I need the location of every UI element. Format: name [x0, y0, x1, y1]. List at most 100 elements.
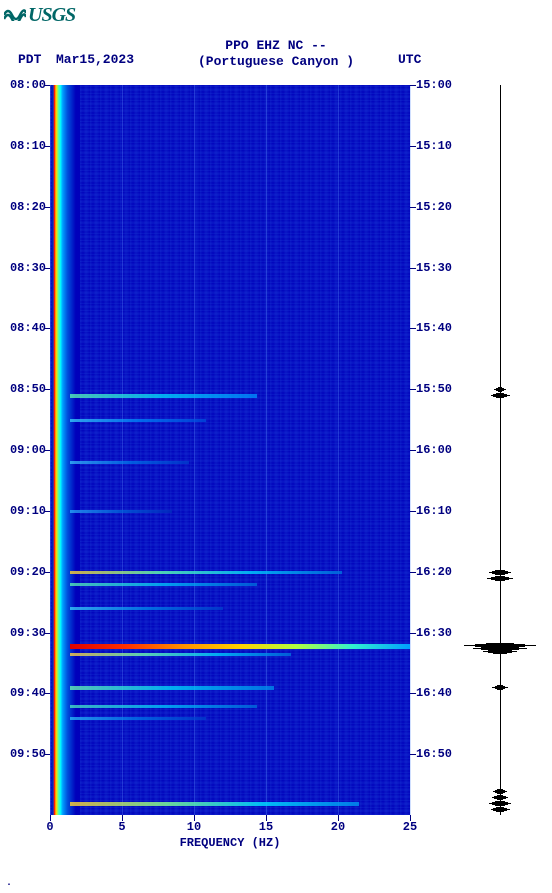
x-tick-mark [194, 815, 195, 821]
right-tz-label: UTC [398, 52, 421, 67]
x-tick-mark [122, 815, 123, 821]
y-tick-mark [44, 693, 50, 694]
y-tick-mark [44, 389, 50, 390]
trace-spike [497, 689, 503, 690]
seismic-event [70, 571, 342, 575]
trace-spike [498, 387, 503, 388]
y-tick-mark [410, 511, 416, 512]
seismic-event [70, 461, 189, 464]
gridline [338, 85, 339, 815]
trace-spike [486, 643, 515, 644]
trace-spike [481, 647, 518, 648]
y-tick-mark [410, 389, 416, 390]
seismic-event [70, 644, 410, 649]
y-left-label: 09:50 [2, 747, 46, 761]
usgs-logo: USGS [4, 4, 75, 27]
y-tick-mark [410, 572, 416, 573]
logo-text: USGS [28, 4, 75, 26]
trace-spike [492, 571, 508, 572]
y-right-label: 16:30 [416, 626, 452, 640]
trace-spike [493, 653, 507, 654]
trace-spike [491, 577, 510, 578]
y-tick-mark [410, 450, 416, 451]
y-tick-mark [44, 268, 50, 269]
y-tick-mark [44, 85, 50, 86]
trace-spike [495, 686, 506, 687]
trace-spike [496, 393, 504, 394]
trace-spike [495, 570, 504, 571]
x-tick-mark [410, 815, 411, 821]
y-left-label: 08:50 [2, 382, 46, 396]
y-left-label: 08:40 [2, 321, 46, 335]
seismic-event [70, 510, 172, 513]
trace-spike [496, 388, 504, 389]
trace-spike [497, 799, 504, 800]
y-tick-mark [44, 207, 50, 208]
seismic-event [70, 607, 223, 610]
trace-spike [495, 801, 504, 802]
y-tick-mark [44, 146, 50, 147]
y-right-label: 15:40 [416, 321, 452, 335]
trace-spike [497, 793, 502, 794]
trace-baseline [500, 85, 501, 815]
footer-mark: . [6, 878, 12, 889]
y-tick-mark [410, 693, 416, 694]
y-tick-mark [410, 633, 416, 634]
y-left-label: 09:00 [2, 443, 46, 457]
trace-spike [489, 646, 510, 647]
y-left-label: 09:10 [2, 504, 46, 518]
seismic-event [70, 686, 274, 689]
y-left-label: 08:10 [2, 139, 46, 153]
trace-spike [488, 650, 512, 651]
x-axis-label: FREQUENCY (HZ) [50, 836, 410, 850]
seismic-event [70, 653, 291, 657]
x-tick-label: 10 [187, 820, 201, 834]
seismic-event [70, 394, 257, 397]
logo-wave-icon [4, 4, 26, 27]
trace-spike [498, 391, 503, 392]
y-left-label: 09:20 [2, 565, 46, 579]
y-tick-mark [410, 146, 416, 147]
trace-spike [497, 789, 502, 790]
x-tick-label: 25 [403, 820, 417, 834]
trace-spike [497, 795, 504, 796]
trace-spike [493, 808, 506, 809]
spectrogram-plot [50, 85, 410, 815]
trace-spike [495, 805, 504, 806]
y-right-label: 15:00 [416, 78, 452, 92]
date-label: Mar15,2023 [56, 52, 134, 67]
y-tick-mark [410, 207, 416, 208]
y-right-label: 15:30 [416, 261, 452, 275]
y-right-label: 15:50 [416, 382, 452, 396]
trace-spike [495, 580, 506, 581]
trace-spike [494, 796, 506, 797]
y-right-label: 15:10 [416, 139, 452, 153]
y-tick-mark [44, 633, 50, 634]
y-tick-mark [44, 328, 50, 329]
seismic-event [70, 705, 257, 708]
seismic-event [70, 419, 206, 422]
x-tick-mark [266, 815, 267, 821]
y-tick-mark [44, 450, 50, 451]
trace-spike [497, 685, 503, 686]
y-tick-mark [410, 85, 416, 86]
y-right-label: 16:50 [416, 747, 452, 761]
trace-spike [496, 397, 504, 398]
x-tick-label: 0 [46, 820, 53, 834]
x-tick-label: 5 [118, 820, 125, 834]
seismic-event [70, 583, 257, 586]
y-left-label: 08:20 [2, 200, 46, 214]
trace-spike [495, 576, 506, 577]
trace-spike [475, 644, 526, 645]
x-tick-label: 20 [331, 820, 345, 834]
left-tz-label: PDT [18, 52, 41, 67]
seismic-trace [460, 85, 540, 815]
x-tick-mark [50, 815, 51, 821]
x-tick-label: 15 [259, 820, 273, 834]
seismic-event [70, 802, 359, 806]
y-right-label: 16:40 [416, 686, 452, 700]
x-tick-mark [338, 815, 339, 821]
trace-spike [492, 802, 508, 803]
y-right-label: 16:20 [416, 565, 452, 579]
y-tick-mark [410, 754, 416, 755]
